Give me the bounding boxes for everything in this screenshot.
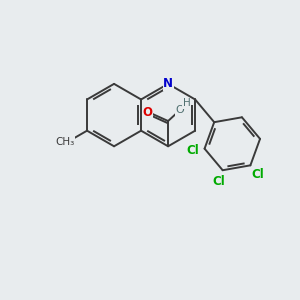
Text: Cl: Cl [252, 168, 264, 181]
Text: O: O [176, 105, 184, 115]
Text: Cl: Cl [212, 175, 225, 188]
Text: O: O [142, 106, 152, 118]
Text: CH₃: CH₃ [55, 137, 74, 147]
Text: H: H [183, 98, 191, 108]
Text: N: N [163, 77, 173, 90]
Text: Cl: Cl [187, 144, 199, 157]
